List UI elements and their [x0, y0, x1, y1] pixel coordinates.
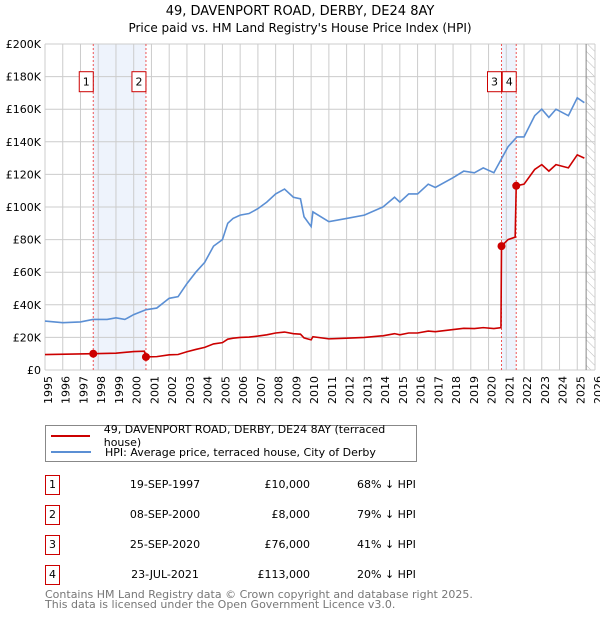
- sale-label-number: 1: [83, 76, 90, 89]
- x-tick-label: 2011: [326, 376, 339, 404]
- sale-label-box: [78, 71, 94, 93]
- x-tick-label: 2000: [131, 376, 144, 404]
- x-tick-label: 2013: [361, 376, 374, 404]
- sale-number: 3: [45, 535, 60, 555]
- sale-row: 4 23-JUL-2021 £113,000 20% ↓ HPI: [45, 565, 465, 585]
- sale-hpi-diff: 41% ↓ HPI: [357, 538, 416, 551]
- sale-date: 25-SEP-2020: [129, 538, 201, 551]
- x-tick-label: 2004: [202, 376, 215, 404]
- sale-date: 23-JUL-2021: [131, 568, 199, 581]
- x-tick-label: 1999: [113, 376, 126, 404]
- x-tick-label: 2003: [184, 376, 197, 404]
- x-tick-label: 2002: [166, 376, 179, 404]
- x-tick-label: 2018: [450, 376, 463, 404]
- sale-label-box: [501, 71, 517, 93]
- footer: Contains HM Land Registry data © Crown c…: [45, 588, 473, 611]
- sale-price: £8,000: [271, 508, 311, 521]
- legend-label-property: 49, DAVENPORT ROAD, DERBY, DE24 8AY (ter…: [103, 423, 386, 449]
- sale-price: £10,000: [264, 478, 311, 491]
- sale-price: £76,000: [264, 538, 311, 551]
- y-tick-label: £40K: [13, 299, 42, 312]
- x-tick-label: 2024: [557, 376, 570, 404]
- sale-point: [89, 349, 98, 358]
- x-tick-label: 2020: [486, 376, 499, 404]
- sale-hpi-diff: 79% ↓ HPI: [357, 508, 416, 521]
- sale-label-number: 4: [506, 76, 513, 89]
- sale-row: 1 19-SEP-1997 £10,000 68% ↓ HPI: [45, 475, 465, 495]
- x-tick-label: 2021: [503, 376, 516, 404]
- footer-line-1: Contains HM Land Registry data © Crown c…: [45, 588, 473, 601]
- x-tick-label: 2001: [148, 376, 161, 404]
- y-tick-label: £200K: [6, 38, 42, 51]
- y-tick-label: £180K: [6, 71, 42, 84]
- x-tick-label: 2006: [237, 376, 250, 404]
- hpi-line: [44, 96, 585, 324]
- x-tick-label: 2015: [397, 376, 410, 404]
- legend-swatch-hpi: [51, 451, 91, 453]
- x-tick-label: 2010: [308, 376, 321, 404]
- x-tick-label: 2014: [379, 376, 392, 404]
- x-tick-label: 1998: [95, 376, 108, 404]
- sale-label-box: [487, 71, 502, 93]
- x-tick-label: 2023: [539, 376, 552, 404]
- legend-item-hpi: HPI: Average price, terraced house, City…: [46, 444, 376, 460]
- x-tick-label: 2022: [521, 376, 534, 404]
- sale-hpi-diff: 68% ↓ HPI: [357, 478, 416, 491]
- x-tick-label: 2007: [255, 376, 268, 404]
- x-tick-label: 2008: [273, 376, 286, 404]
- sale-number: 4: [45, 565, 60, 585]
- sale-hpi-diff: 20% ↓ HPI: [357, 568, 416, 581]
- x-tick-label: 2009: [290, 376, 303, 404]
- y-tick-label: £20K: [13, 331, 42, 344]
- x-tick-label: 2026: [592, 376, 600, 404]
- sale-point: [141, 352, 150, 361]
- y-tick-label: £100K: [6, 201, 42, 214]
- y-tick-label: £140K: [6, 136, 42, 149]
- footer-line-2: This data is licensed under the Open Gov…: [45, 598, 396, 611]
- sale-price: £113,000: [257, 568, 311, 581]
- sale-date: 19-SEP-1997: [129, 478, 201, 491]
- sale-number: 2: [45, 505, 60, 525]
- sale-label-number: 2: [135, 76, 142, 89]
- property-price-line: [44, 153, 585, 358]
- sale-date: 08-SEP-2000: [129, 508, 201, 521]
- legend-item-property: 49, DAVENPORT ROAD, DERBY, DE24 8AY (ter…: [46, 423, 416, 449]
- sale-label-number: 3: [491, 76, 498, 89]
- sale-point: [497, 242, 506, 251]
- x-tick-label: 2017: [432, 376, 445, 404]
- chart-subtitle: Price paid vs. HM Land Registry's House …: [128, 21, 471, 35]
- y-tick-label: £0: [27, 364, 41, 377]
- legend: 49, DAVENPORT ROAD, DERBY, DE24 8AY (ter…: [45, 423, 417, 462]
- sale-point: [512, 181, 521, 190]
- x-tick-label: 2025: [574, 376, 587, 404]
- x-tick-label: 1996: [60, 376, 73, 404]
- y-tick-label: £120K: [6, 168, 42, 181]
- x-tick-label: 2005: [219, 376, 232, 404]
- legend-label-hpi: HPI: Average price, terraced house, City…: [105, 445, 376, 459]
- legend-swatch-property: [51, 435, 90, 437]
- x-tick-label: 2012: [344, 376, 357, 404]
- y-tick-label: £80K: [13, 234, 42, 247]
- sale-number: 1: [45, 475, 60, 495]
- y-tick-label: £60K: [13, 266, 42, 279]
- sale-label-box: [131, 71, 147, 93]
- x-tick-label: 1995: [42, 376, 55, 404]
- x-tick-label: 2016: [415, 376, 428, 404]
- x-tick-label: 1997: [77, 376, 90, 404]
- price-chart: 49, DAVENPORT ROAD, DERBY, DE24 8AY Pric…: [6, 4, 600, 404]
- x-tick-label: 2019: [468, 376, 481, 404]
- y-tick-label: £160K: [6, 103, 42, 116]
- chart-title: 49, DAVENPORT ROAD, DERBY, DE24 8AY: [166, 4, 435, 19]
- sale-row: 3 25-SEP-2020 £76,000 41% ↓ HPI: [45, 535, 465, 555]
- sale-row: 2 08-SEP-2000 £8,000 79% ↓ HPI: [45, 505, 465, 525]
